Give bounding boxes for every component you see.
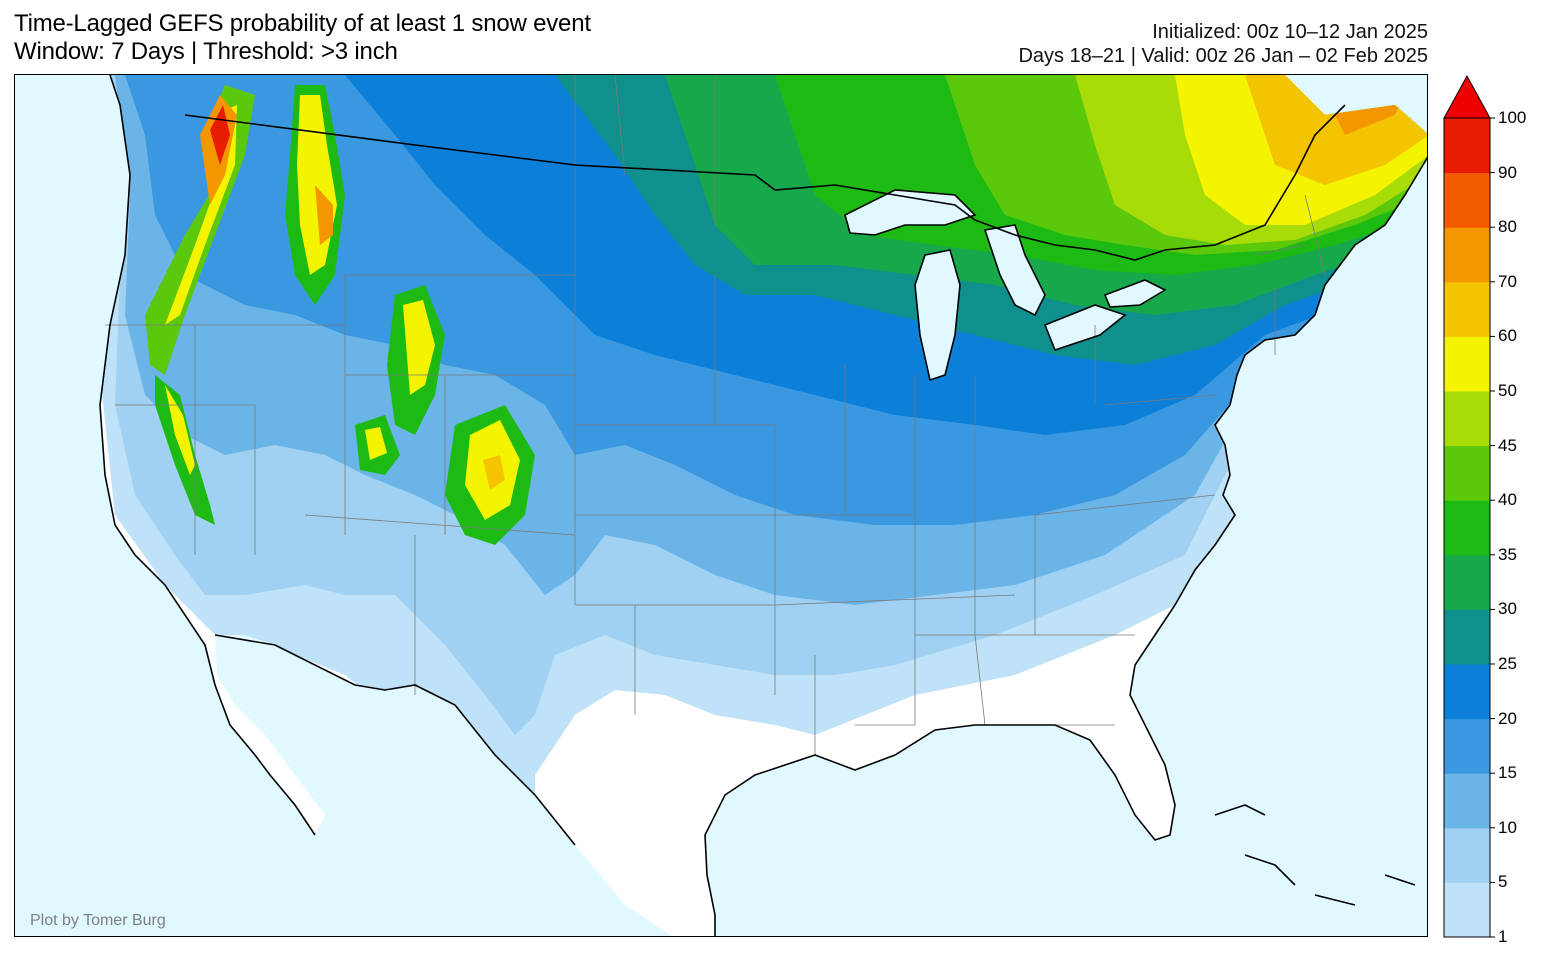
colorbar-swatch (1444, 882, 1490, 938)
colorbar-swatches (1443, 74, 1495, 938)
map-title: Time-Lagged GEFS probability of at least… (14, 10, 591, 37)
colorbar-swatch (1444, 281, 1490, 337)
plot-credit: Plot by Tomer Burg (30, 912, 166, 929)
colorbar-swatch (1444, 391, 1490, 447)
init-time: Initialized: 00z 10–12 Jan 2025 (1152, 21, 1428, 43)
colorbar-swatch (1444, 827, 1490, 883)
colorbar-tick-label: 45 (1498, 435, 1517, 455)
colorbar-swatch (1444, 609, 1490, 665)
colorbar-frame (1443, 117, 1491, 938)
colorbar-tick-label: 70 (1498, 271, 1517, 291)
colorbar-tick-label: 30 (1498, 599, 1517, 619)
colorbar-tick-label: 60 (1498, 326, 1517, 346)
colorbar-swatch (1444, 773, 1490, 829)
title-block: Time-Lagged GEFS probability of at least… (14, 10, 591, 66)
map-subtitle: Window: 7 Days | Threshold: >3 inch (14, 38, 398, 65)
colorbar-tick-label: 100 (1498, 108, 1527, 127)
colorbar-swatch (1444, 172, 1490, 228)
colorbar-tick-label: 35 (1498, 544, 1517, 564)
colorbar-swatch (1444, 718, 1490, 774)
colorbar-tick-label: 5 (1498, 872, 1508, 892)
colorbar-tick-label: 25 (1498, 654, 1517, 673)
colorbar-tick-label: 20 (1498, 708, 1517, 728)
colorbar-tick-label: 90 (1498, 162, 1517, 182)
colorbar-swatch (1444, 500, 1490, 556)
colorbar-extend-arrow (1443, 74, 1491, 119)
colorbar-swatch (1444, 227, 1490, 283)
country-borders (99, 75, 1427, 936)
colorbar-tick-label: 80 (1498, 217, 1517, 237)
colorbar-tick-label: 10 (1498, 817, 1517, 837)
colorbar-swatch (1444, 445, 1490, 501)
colorbar-tick-label: 1 (1498, 927, 1508, 946)
probability-fill (100, 75, 1427, 875)
colorbar-swatch (1444, 336, 1490, 392)
colorbar-tick-label: 40 (1498, 490, 1517, 510)
colorbar-tick-label: 15 (1498, 763, 1517, 783)
colorbar-tick-label: 50 (1498, 381, 1517, 400)
map-panel: Plot by Tomer Burg (14, 74, 1428, 937)
colorbar-swatch (1444, 118, 1490, 174)
run-info: Initialized: 00z 10–12 Jan 2025 Days 18–… (1018, 20, 1428, 68)
colorbar-swatch (1444, 554, 1490, 610)
colorbar: 1 5 10 15 20 25 30 35 40 45 50 60 70 80 90 100 (1443, 74, 1550, 946)
colorbar-swatch (1444, 664, 1490, 720)
coastline (99, 75, 316, 836)
valid-time: Days 18–21 | Valid: 00z 26 Jan – 02 Feb … (1018, 45, 1428, 67)
map-canvas: Plot by Tomer Burg (15, 75, 1427, 936)
